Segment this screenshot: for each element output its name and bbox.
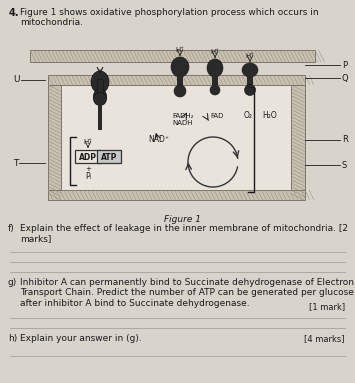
Text: O₂: O₂ [244,111,252,121]
Text: FADH₂: FADH₂ [172,113,194,119]
Text: +: + [85,166,91,172]
Bar [98,105,102,130]
Ellipse shape [171,57,189,77]
Text: Q: Q [342,74,349,82]
Bar [48,85,61,190]
Bar [212,76,218,85]
Text: f): f) [8,224,15,233]
Text: Inhibitor A can permanently bind to Succinate dehydrogenase of Electron
Transpor: Inhibitor A can permanently bind to Succ… [20,278,354,308]
Text: H⁺: H⁺ [211,49,219,55]
Text: Pᵢ: Pᵢ [85,172,91,181]
Ellipse shape [174,85,186,97]
Bar [48,75,305,85]
Bar [30,50,315,62]
Bar [177,76,183,85]
Ellipse shape [93,89,106,103]
Text: T: T [13,159,18,167]
Ellipse shape [207,59,223,77]
Text: g): g) [8,278,17,287]
Ellipse shape [210,85,220,95]
Ellipse shape [242,63,258,77]
Ellipse shape [91,71,109,93]
Text: U: U [13,75,20,85]
Text: H⁺: H⁺ [83,139,93,145]
Text: 4.: 4. [9,8,20,18]
Bar [75,150,101,163]
Text: h): h) [8,334,17,343]
Text: H₂O: H₂O [263,111,277,121]
Text: [4 marks]: [4 marks] [305,334,345,343]
Text: S: S [342,160,347,170]
Text: NAD⁺: NAD⁺ [148,136,169,144]
Text: P: P [342,61,347,69]
Text: H⁺: H⁺ [175,47,185,53]
Text: Figure 1: Figure 1 [164,215,202,224]
Text: ADP: ADP [79,152,97,162]
Text: NADH: NADH [173,120,193,126]
Bar [247,76,253,85]
Bar [97,79,103,97]
Text: FAD: FAD [210,113,223,119]
Bar [97,150,121,163]
Ellipse shape [245,85,256,95]
Bar [61,85,291,190]
Text: R: R [342,136,348,144]
Text: ATP: ATP [101,152,117,162]
Ellipse shape [93,93,106,105]
Text: Explain the effect of leakage in the inner membrane of mitochondria. [2
marks]: Explain the effect of leakage in the inn… [20,224,348,244]
Text: H⁺: H⁺ [246,53,255,59]
Bar [291,85,305,190]
Text: Explain your answer in (g).: Explain your answer in (g). [20,334,142,343]
Text: [1 mark]: [1 mark] [309,302,345,311]
Bar [48,190,305,200]
Text: Figure 1 shows oxidative phosphorylation process which occurs in
mitochondria.: Figure 1 shows oxidative phosphorylation… [20,8,319,28]
